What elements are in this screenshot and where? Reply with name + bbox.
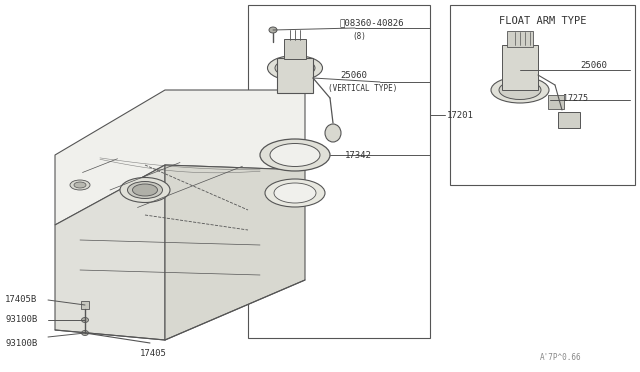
- Ellipse shape: [74, 182, 86, 188]
- Ellipse shape: [81, 330, 88, 336]
- Text: A'7P^0.66: A'7P^0.66: [540, 353, 582, 362]
- Ellipse shape: [260, 139, 330, 171]
- Text: 17405B: 17405B: [5, 295, 37, 305]
- Ellipse shape: [491, 77, 549, 103]
- Polygon shape: [165, 165, 305, 340]
- Ellipse shape: [325, 124, 341, 142]
- Bar: [450, 5, 635, 185]
- FancyBboxPatch shape: [284, 39, 306, 59]
- Polygon shape: [55, 90, 305, 225]
- Bar: [558, 112, 580, 128]
- Text: 93100B: 93100B: [5, 339, 37, 347]
- Ellipse shape: [120, 177, 170, 202]
- Text: 17201: 17201: [447, 110, 474, 119]
- Text: 93100B: 93100B: [5, 315, 37, 324]
- Ellipse shape: [275, 59, 315, 77]
- Ellipse shape: [269, 27, 277, 33]
- Text: 17342: 17342: [345, 151, 372, 160]
- Polygon shape: [55, 165, 165, 340]
- Ellipse shape: [70, 180, 90, 190]
- Bar: [548, 95, 564, 109]
- Text: 25060: 25060: [580, 61, 607, 70]
- Ellipse shape: [127, 182, 163, 199]
- FancyBboxPatch shape: [507, 31, 533, 47]
- Text: (8): (8): [352, 32, 366, 41]
- Ellipse shape: [274, 183, 316, 203]
- Bar: [502, 45, 538, 90]
- Ellipse shape: [265, 179, 325, 207]
- Text: 25060: 25060: [340, 71, 367, 80]
- Text: (VERTICAL TYPE): (VERTICAL TYPE): [328, 83, 397, 93]
- Text: FLOAT ARM TYPE: FLOAT ARM TYPE: [499, 16, 586, 26]
- Text: 17275: 17275: [563, 93, 588, 103]
- Ellipse shape: [268, 55, 323, 80]
- Ellipse shape: [499, 80, 541, 99]
- Text: Ⓝ08360-40826: Ⓝ08360-40826: [340, 19, 404, 28]
- Ellipse shape: [132, 184, 157, 196]
- Ellipse shape: [81, 317, 88, 323]
- Ellipse shape: [270, 144, 320, 167]
- Bar: [248, 5, 430, 338]
- Text: 17405: 17405: [140, 349, 167, 357]
- Bar: [277, 58, 313, 93]
- Bar: [81, 301, 89, 309]
